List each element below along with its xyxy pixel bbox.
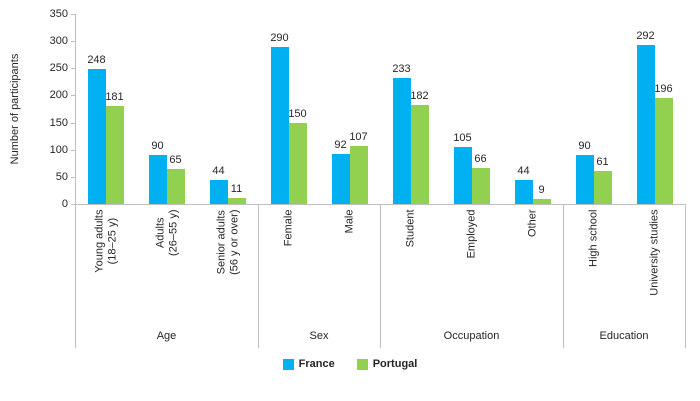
y-axis-line	[75, 14, 76, 204]
legend: France Portugal	[0, 358, 700, 370]
bar-value-label: 196	[654, 82, 673, 95]
y-tick-label: 250	[49, 62, 68, 75]
bar-france	[87, 69, 106, 204]
y-tick-label: 350	[49, 8, 68, 20]
bar-value-label: 181	[105, 90, 124, 103]
bar-value-label: 9	[538, 184, 545, 197]
bar-value-label: 105	[453, 132, 472, 144]
legend-swatch	[356, 358, 368, 370]
group-divider	[685, 204, 686, 348]
bar-portugal	[471, 168, 490, 204]
bar-france	[270, 46, 289, 204]
legend-item-france: France	[282, 358, 335, 370]
y-tick-mark	[71, 95, 75, 97]
y-tick-mark	[71, 149, 75, 151]
y-tick-label: 200	[49, 89, 68, 102]
bar-france	[636, 45, 655, 204]
bar-value-label: 11	[230, 183, 243, 196]
bar-france	[209, 180, 228, 204]
bar-value-label: 92	[334, 139, 347, 152]
legend-item-portugal: Portugal	[356, 358, 418, 370]
bar-portugal	[288, 122, 307, 204]
bar-france	[331, 154, 350, 204]
y-tick-label: 50	[55, 170, 68, 183]
group-label: Age	[156, 330, 177, 342]
y-tick-mark	[71, 122, 75, 124]
y-tick-mark	[71, 68, 75, 70]
bar-value-label: 44	[517, 165, 530, 178]
legend-swatch	[282, 358, 294, 370]
bar-value-label: 90	[151, 140, 164, 153]
y-tick-label: 300	[49, 35, 68, 48]
bar-portugal	[410, 105, 429, 204]
bar-value-label: 61	[596, 155, 609, 168]
bar-value-label: 107	[349, 130, 368, 143]
bar-france	[514, 180, 533, 204]
bar-value-label: 65	[169, 153, 182, 166]
group-divider	[563, 204, 564, 348]
bar-france	[392, 77, 411, 204]
bar-value-label: 66	[474, 153, 487, 166]
group-divider	[258, 204, 259, 348]
y-tick-mark	[71, 176, 75, 178]
bar-value-label: 233	[392, 62, 411, 75]
y-tick-mark	[71, 41, 75, 43]
y-tick-label: 0	[61, 198, 68, 210]
legend-label: France	[298, 358, 335, 370]
bar-value-label: 150	[288, 107, 307, 120]
y-tick-label: 100	[49, 143, 68, 156]
bar-value-label: 290	[270, 31, 289, 44]
bar-portugal	[227, 198, 246, 204]
bar-value-label: 90	[578, 140, 591, 153]
y-tick-label: 150	[49, 116, 68, 129]
bar-value-label: 44	[212, 165, 225, 178]
group-divider	[380, 204, 381, 348]
legend-label: Portugal	[372, 358, 418, 370]
group-label: Education	[599, 330, 649, 342]
group-divider	[75, 204, 76, 348]
bar-portugal	[166, 168, 185, 204]
bar-france	[453, 147, 472, 204]
y-tick-mark	[71, 204, 75, 205]
group-label: Sex	[309, 330, 329, 342]
bar-france	[148, 155, 167, 204]
bar-value-label: 292	[636, 30, 655, 43]
bar-portugal	[593, 170, 612, 204]
y-tick-mark	[71, 14, 75, 15]
group-label: Occupation	[443, 330, 500, 342]
bar-portugal	[105, 105, 124, 204]
bar-france	[575, 155, 594, 204]
bar-portugal	[654, 97, 673, 204]
bar-value-label: 248	[87, 54, 106, 67]
bar-portugal	[349, 145, 368, 204]
bar-value-label: 182	[410, 90, 429, 103]
bar-portugal	[532, 199, 551, 204]
